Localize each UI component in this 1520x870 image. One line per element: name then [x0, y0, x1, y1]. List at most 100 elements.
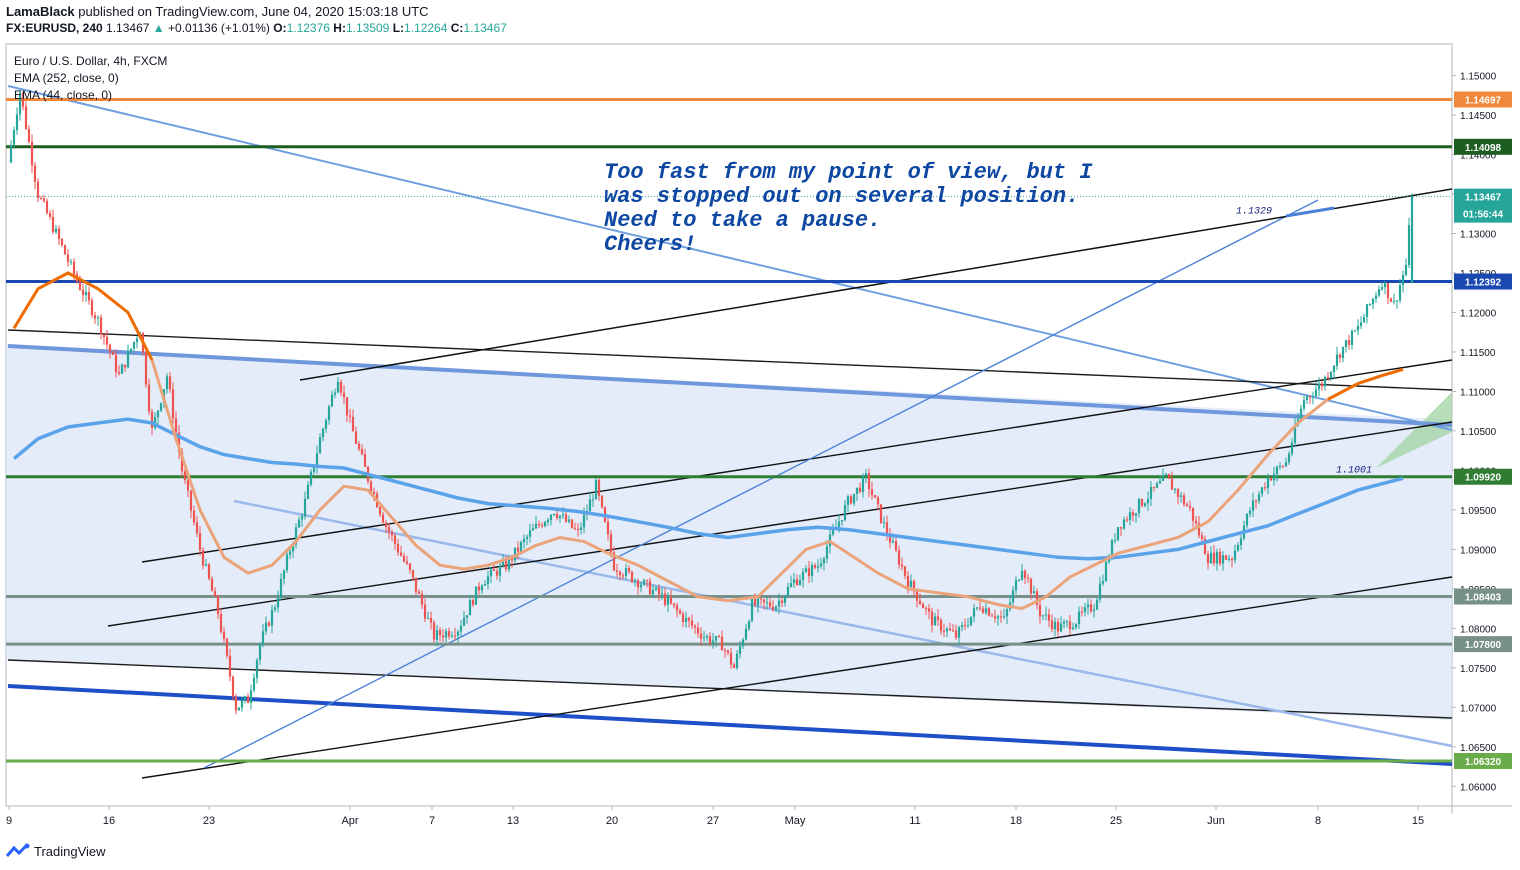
candle-body: [558, 515, 562, 518]
candle-body: [1218, 551, 1222, 564]
candle-body: [1383, 283, 1387, 288]
x-tick-label: 13: [507, 815, 519, 827]
candle-body: [1182, 495, 1186, 505]
candle-body: [717, 636, 721, 638]
blue-uptrend-line: [203, 199, 1319, 769]
candle-body: [1032, 591, 1036, 594]
candle-body: [1374, 295, 1378, 299]
level-1.07800-tag: [1454, 636, 1512, 653]
candle-body: [129, 348, 133, 352]
candle-body: [357, 443, 361, 450]
candle-body: [462, 617, 466, 626]
candle-body: [816, 566, 820, 568]
candle-body: [870, 489, 874, 496]
candle-body: [21, 92, 25, 107]
candle-body: [1170, 478, 1174, 490]
candle-body: [84, 291, 88, 296]
publish-text: published on TradingView.com, June 04, 2…: [78, 4, 429, 19]
candle-body: [1389, 298, 1393, 302]
candle-body: [768, 602, 772, 607]
high-label: H:: [333, 21, 346, 35]
candle-body: [474, 586, 478, 605]
candle-body: [1323, 377, 1327, 387]
candle-body: [18, 92, 22, 115]
candle-body: [804, 568, 808, 573]
author-name[interactable]: LamaBlack: [6, 4, 75, 19]
candle-body: [360, 449, 364, 455]
candle-body: [417, 591, 421, 594]
light-blue-trend-line: [233, 499, 1453, 748]
candle-body: [795, 579, 799, 585]
candle-body: [216, 596, 220, 614]
candle-body: [1200, 535, 1204, 539]
candle-body: [858, 487, 862, 492]
candle-body: [177, 432, 181, 452]
candle-body: [126, 351, 130, 368]
candle-body: [576, 528, 580, 530]
candle-body: [42, 198, 46, 202]
candle-body: [1095, 599, 1099, 610]
level-1.14697-tag: [1454, 91, 1512, 108]
candle-body: [735, 653, 739, 668]
candle-body: [132, 341, 136, 349]
candle-body: [402, 555, 406, 562]
candle-body: [1362, 317, 1366, 323]
candle-body: [1092, 609, 1096, 612]
candle-body: [831, 529, 835, 535]
level-1.12392-label: 1.12392: [1465, 278, 1502, 289]
y-tick-label: 1.06500: [1460, 743, 1497, 754]
candle-body: [693, 625, 697, 628]
candle-body: [939, 619, 943, 631]
candle-body: [1119, 527, 1123, 529]
candle-body: [696, 627, 700, 634]
candle-body: [1344, 340, 1348, 347]
candle-body: [516, 547, 520, 552]
candle-body: [534, 524, 538, 529]
annotation-note: Too fast from my point of view, but Iwas…: [604, 160, 1093, 257]
candle-body: [324, 420, 328, 429]
tradingview-logo[interactable]: TradingView: [6, 843, 106, 859]
candle-body: [114, 354, 118, 373]
candle-body: [1368, 304, 1372, 306]
candle-body: [633, 580, 637, 582]
candle-body: [1149, 486, 1153, 499]
candle-body: [663, 593, 667, 605]
candle-body: [1335, 354, 1339, 366]
candle-body: [588, 499, 592, 512]
candle-body: [1401, 275, 1405, 286]
tradingview-logo-icon: [6, 843, 30, 857]
legend-ema-fast: EMA (44, close, 0): [14, 88, 113, 102]
candle-body: [783, 595, 787, 603]
candle-body: [786, 586, 790, 596]
candle-body: [102, 334, 106, 337]
candle-body: [66, 254, 70, 262]
candle-body: [237, 707, 241, 711]
candle-body: [1209, 552, 1213, 564]
candle-body: [135, 338, 139, 342]
candle-body: [1239, 538, 1243, 545]
candle-body: [1233, 550, 1237, 561]
candle-body: [909, 580, 913, 588]
candle-body: [987, 608, 991, 616]
candle-body: [723, 650, 727, 652]
candle-body: [699, 633, 703, 639]
candle-body: [720, 636, 724, 651]
candle-body: [477, 586, 481, 591]
candle-body: [567, 519, 571, 522]
candle-body: [405, 561, 409, 564]
candle-body: [78, 281, 82, 290]
candle-body: [1329, 372, 1333, 379]
candle-body: [9, 144, 13, 163]
y-tick-label: 1.09500: [1460, 506, 1497, 517]
candle-body: [726, 650, 730, 653]
candle-body: [1293, 424, 1297, 443]
candle-body: [165, 376, 169, 390]
y-tick-label: 1.09000: [1460, 545, 1497, 556]
candle-body: [315, 453, 319, 468]
candle-body: [1146, 498, 1150, 504]
candle-body: [291, 544, 295, 552]
candle-body: [555, 513, 559, 518]
candle-body: [864, 473, 868, 477]
candle-body: [630, 571, 634, 582]
